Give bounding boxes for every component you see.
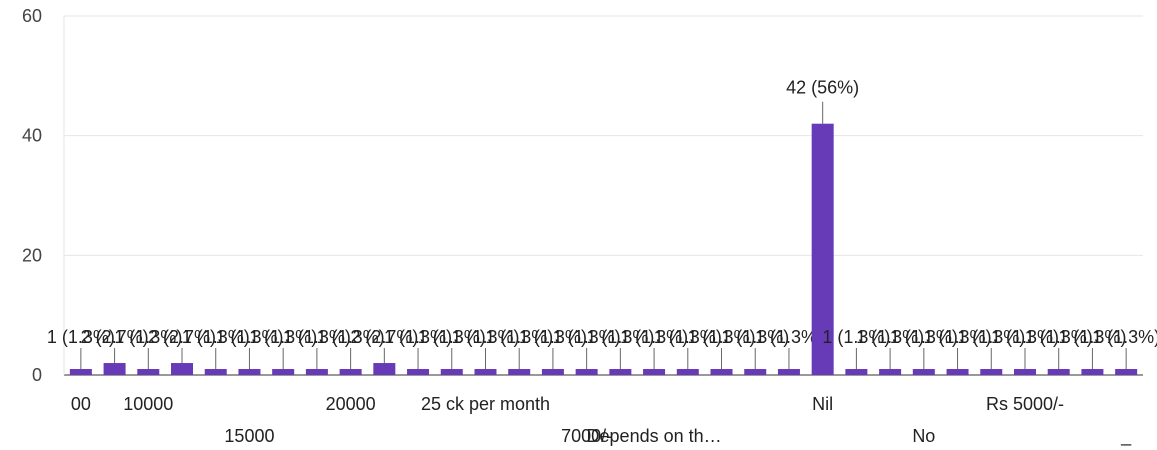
data-label: 1 (1.3%)	[1092, 327, 1157, 347]
bar	[440, 369, 463, 375]
data-label: 1 (1.3%)	[249, 327, 317, 347]
bar	[238, 369, 261, 375]
data-label: 42 (56%)	[786, 78, 859, 98]
data-label: 1 (1.3%)	[384, 327, 452, 347]
bar	[710, 369, 733, 375]
bar	[103, 363, 126, 375]
bar	[69, 369, 92, 375]
bar	[609, 369, 632, 375]
category-label: 25 ck per month	[421, 394, 550, 414]
category-label: Depends on th…	[587, 426, 722, 446]
bar	[407, 369, 430, 375]
bar	[1081, 369, 1104, 375]
category-label: Nil	[812, 394, 833, 414]
data-label: 1 (1.3%)	[620, 327, 688, 347]
data-label: 1 (1.3%)	[485, 327, 553, 347]
bar	[744, 369, 767, 375]
data-label: 1 (1.3%)	[182, 327, 250, 347]
data-label: 1 (1.3%)	[1058, 327, 1126, 347]
data-label: 1 (1.3%)	[654, 327, 722, 347]
bar	[137, 369, 160, 375]
category-label: 00	[71, 394, 91, 414]
bar	[171, 363, 194, 375]
data-label: 1 (1.3%)	[451, 327, 519, 347]
category-label: No	[912, 426, 935, 446]
category-label: 7000/-	[561, 426, 612, 446]
data-label: 1 (1.3%)	[553, 327, 621, 347]
bar	[373, 363, 396, 375]
bar	[845, 369, 868, 375]
bar	[474, 369, 497, 375]
data-label: 2 (2.7%)	[81, 327, 149, 347]
bar	[575, 369, 598, 375]
bar	[508, 369, 531, 375]
bar	[541, 369, 564, 375]
category-label: 20000	[326, 394, 376, 414]
data-label: 1 (1.3%)	[924, 327, 992, 347]
category-label: 10000	[123, 394, 173, 414]
bar	[676, 369, 699, 375]
bar	[339, 369, 362, 375]
data-label: 1 (1.3%)	[418, 327, 486, 347]
data-label: 1 (1.3%)	[519, 327, 587, 347]
data-label: 1 (1.3%)	[991, 327, 1059, 347]
data-label: 1 (1.3%)	[317, 327, 385, 347]
data-label: 1 (1.3%)	[47, 327, 115, 347]
data-label: 1 (1.3%)	[890, 327, 958, 347]
data-label: 1 (1.3%)	[688, 327, 756, 347]
data-label: 1 (1.3%)	[215, 327, 283, 347]
category-label: Rs 5000/-	[986, 394, 1064, 414]
data-label: 2 (2.7%)	[350, 327, 418, 347]
data-label: 1 (1.3%)	[283, 327, 351, 347]
bar	[811, 123, 834, 375]
bar	[879, 369, 902, 375]
y-tick-label: 20	[22, 245, 42, 265]
bar	[1013, 369, 1036, 375]
bar	[912, 369, 935, 375]
data-label: 1 (1.3%)	[755, 327, 823, 347]
y-tick-label: 60	[22, 6, 42, 26]
category-label: 15000	[224, 426, 274, 446]
bar	[1047, 369, 1070, 375]
data-label: 1 (1.3%)	[856, 327, 924, 347]
y-tick-label: 40	[22, 126, 42, 146]
data-label: 1 (1.3%)	[957, 327, 1025, 347]
data-label: 1 (1.3%)	[721, 327, 789, 347]
bar	[1115, 369, 1138, 375]
bar	[777, 369, 800, 375]
bar	[272, 369, 295, 375]
category-label: _	[1120, 426, 1132, 447]
bar	[305, 369, 328, 375]
data-label: 1 (1.3%)	[586, 327, 654, 347]
data-label: 2 (2.7%)	[148, 327, 216, 347]
data-label: 1 (1.3%)	[1025, 327, 1093, 347]
bar	[980, 369, 1003, 375]
bar	[643, 369, 666, 375]
data-label: 1 (1.3%)	[114, 327, 182, 347]
y-tick-label: 0	[32, 365, 42, 385]
data-label: 1 (1.3%)	[822, 327, 890, 347]
bar	[946, 369, 969, 375]
bar	[204, 369, 227, 375]
